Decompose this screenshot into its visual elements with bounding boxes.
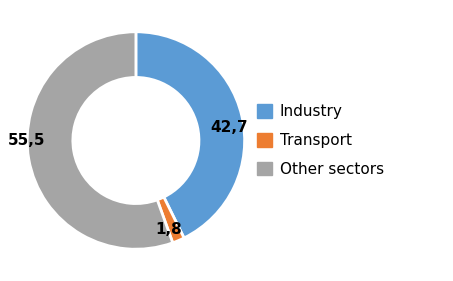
Text: 42,7: 42,7 xyxy=(210,120,247,135)
Text: 1,8: 1,8 xyxy=(155,222,182,237)
Legend: Industry, Transport, Other sectors: Industry, Transport, Other sectors xyxy=(257,104,384,177)
Wedge shape xyxy=(27,32,173,249)
Wedge shape xyxy=(136,32,245,238)
Wedge shape xyxy=(157,197,184,243)
Text: 55,5: 55,5 xyxy=(8,133,45,148)
